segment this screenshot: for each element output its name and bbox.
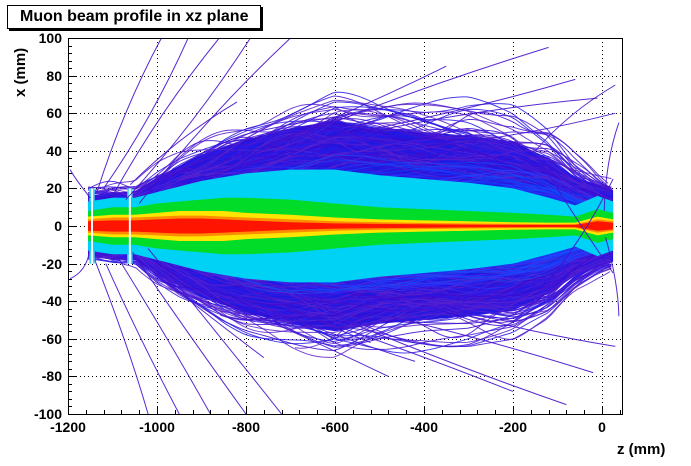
y-tick-label: -80 <box>41 368 62 385</box>
y-tick-label: 0 <box>54 218 62 234</box>
y-tick-label: -40 <box>41 293 62 310</box>
x-tick-label: -200 <box>498 419 527 435</box>
y-tick-label: 60 <box>46 105 62 122</box>
y-tick-label: 20 <box>46 180 62 197</box>
y-tick-label: 40 <box>46 142 62 159</box>
x-tick-label: -600 <box>320 419 349 435</box>
y-tick-label: 100 <box>38 30 62 46</box>
y-tick-label: 80 <box>46 67 62 84</box>
y-tick-label: -60 <box>41 330 62 347</box>
y-tick-label: -100 <box>33 406 62 422</box>
x-axis-title: z (mm) <box>617 441 666 458</box>
x-tick-label: -1000 <box>139 419 175 435</box>
x-tick-label: -800 <box>231 419 260 435</box>
x-tick-label: -1200 <box>50 419 86 435</box>
y-tick-label: -20 <box>41 255 62 272</box>
x-tick-label: -400 <box>409 419 438 435</box>
plot-title-box: Muon beam profile in xz plane <box>7 5 262 29</box>
x-tick-label: 0 <box>598 419 606 435</box>
plot-title: Muon beam profile in xz plane <box>20 8 249 25</box>
